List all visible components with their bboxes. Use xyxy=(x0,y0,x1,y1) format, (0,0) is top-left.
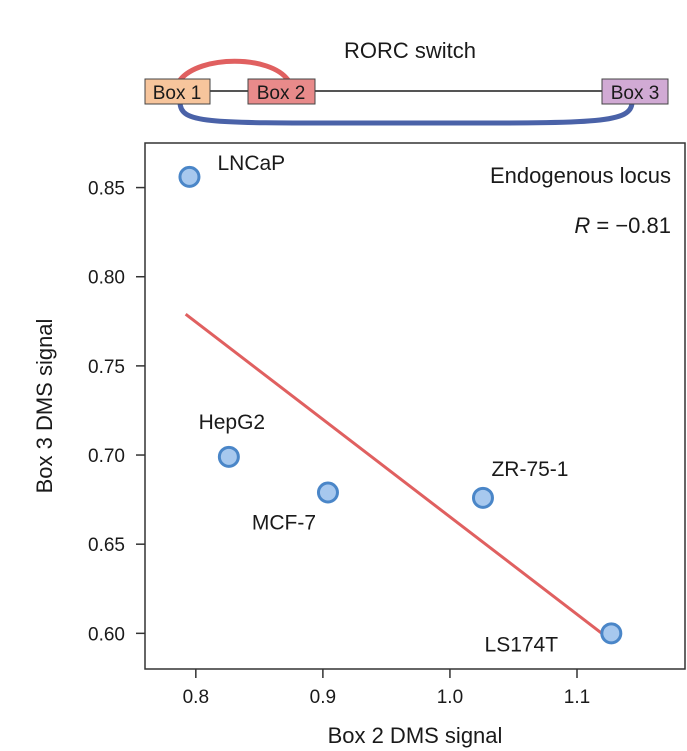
x-tick-label: 0.9 xyxy=(310,687,336,708)
y-tick-label: 0.75 xyxy=(88,357,125,378)
data-point xyxy=(471,486,494,509)
box-1-rect xyxy=(144,78,211,105)
box-3-label: Box 3 xyxy=(611,83,660,104)
data-point-label: ZR-75-1 xyxy=(491,458,568,481)
y-tick-label: 0.70 xyxy=(88,446,125,467)
y-axis-label: Box 3 DMS signal xyxy=(32,319,57,494)
x-axis-label: Box 2 DMS signal xyxy=(328,723,503,748)
x-tick-label: 0.8 xyxy=(183,687,209,708)
data-points: LNCaP HepG2 MCF-7 ZR-75-1 LS174T xyxy=(178,152,623,656)
y-tick-label: 0.60 xyxy=(88,624,125,645)
regression-line xyxy=(184,312,610,640)
box-3: Box 3 xyxy=(601,78,669,105)
box-2: Box 2 xyxy=(247,78,316,105)
data-point-label: LNCaP xyxy=(217,152,285,175)
y-tick-label: 0.80 xyxy=(88,268,125,289)
y-tick-label: 0.85 xyxy=(88,179,125,200)
x-tick-label: 1.1 xyxy=(564,687,590,708)
y-axis-ticks: 0.60 0.65 0.70 0.75 0.80 0.85 xyxy=(88,179,145,645)
data-point xyxy=(178,165,201,188)
arc-top xyxy=(177,58,291,83)
correlation-annotation: R = −0.81 xyxy=(574,213,671,238)
data-point xyxy=(217,445,240,468)
diagram-title: RORC switch xyxy=(344,38,476,63)
plot-frame xyxy=(144,142,686,670)
box-1-label: Box 1 xyxy=(153,83,202,104)
data-point-label: HepG2 xyxy=(199,411,266,434)
annotation-title: Endogenous locus xyxy=(490,163,671,188)
y-tick-label: 0.65 xyxy=(88,535,125,556)
rorc-switch-diagram: RORC switch Box 1 Box 2 Box 3 xyxy=(144,38,669,126)
x-tick-label: 1.0 xyxy=(437,687,463,708)
box-1: Box 1 xyxy=(144,78,211,105)
scatter-plot: 0.8 0.9 1.0 1.1 0.60 0.65 0.70 0.75 0.80 0.85 Bo… xyxy=(32,142,686,748)
data-point-label: LS174T xyxy=(485,633,559,656)
arc-bottom xyxy=(177,99,635,126)
box-2-rect xyxy=(247,78,316,105)
box-2-label: Box 2 xyxy=(257,83,306,104)
data-point xyxy=(600,622,623,645)
x-axis-ticks: 0.8 0.9 1.0 1.1 xyxy=(183,669,590,708)
correlation-r-symbol: R xyxy=(574,213,590,238)
data-point-label: MCF-7 xyxy=(252,511,316,534)
data-point xyxy=(316,481,339,504)
box-3-rect xyxy=(601,78,669,105)
correlation-r-value: = −0.81 xyxy=(590,213,671,238)
